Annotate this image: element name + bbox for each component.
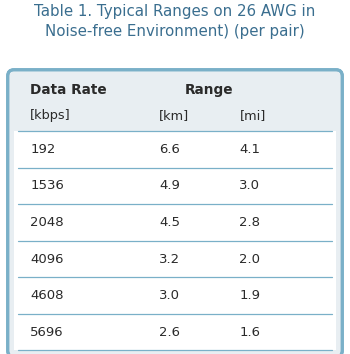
Text: 1536: 1536 [30, 179, 64, 192]
Text: 3.0: 3.0 [239, 179, 260, 192]
Bar [14, 204, 336, 241]
Text: 1.6: 1.6 [239, 326, 260, 339]
Text: 2048: 2048 [30, 216, 64, 229]
Text: [kbps]: [kbps] [30, 109, 71, 122]
Bar [14, 131, 336, 167]
Text: 192: 192 [30, 143, 55, 156]
Text: Data Rate: Data Rate [30, 83, 107, 97]
Text: 3.0: 3.0 [159, 289, 180, 302]
Bar [14, 314, 336, 350]
Text: 1.9: 1.9 [239, 289, 260, 302]
Text: 4608: 4608 [30, 289, 64, 302]
Text: 3.2: 3.2 [159, 252, 180, 266]
Text: Table 1. Typical Ranges on 26 AWG in
Noise-free Environment) (per pair): Table 1. Typical Ranges on 26 AWG in Noi… [34, 4, 316, 39]
Text: 4096: 4096 [30, 252, 64, 266]
Text: 5696: 5696 [30, 326, 64, 339]
Text: 2.8: 2.8 [239, 216, 260, 229]
Bar [14, 277, 336, 314]
Text: [mi]: [mi] [239, 109, 266, 122]
Bar [14, 241, 336, 277]
Text: 2.6: 2.6 [159, 326, 180, 339]
Text: 2.0: 2.0 [239, 252, 260, 266]
Text: 4.1: 4.1 [239, 143, 260, 156]
Text: 6.6: 6.6 [159, 143, 180, 156]
FancyBboxPatch shape [8, 70, 342, 354]
Text: Range: Range [185, 83, 233, 97]
Text: 4.9: 4.9 [159, 179, 180, 192]
Text: 4.5: 4.5 [159, 216, 180, 229]
Bar [14, 167, 336, 204]
Text: [km]: [km] [159, 109, 189, 122]
